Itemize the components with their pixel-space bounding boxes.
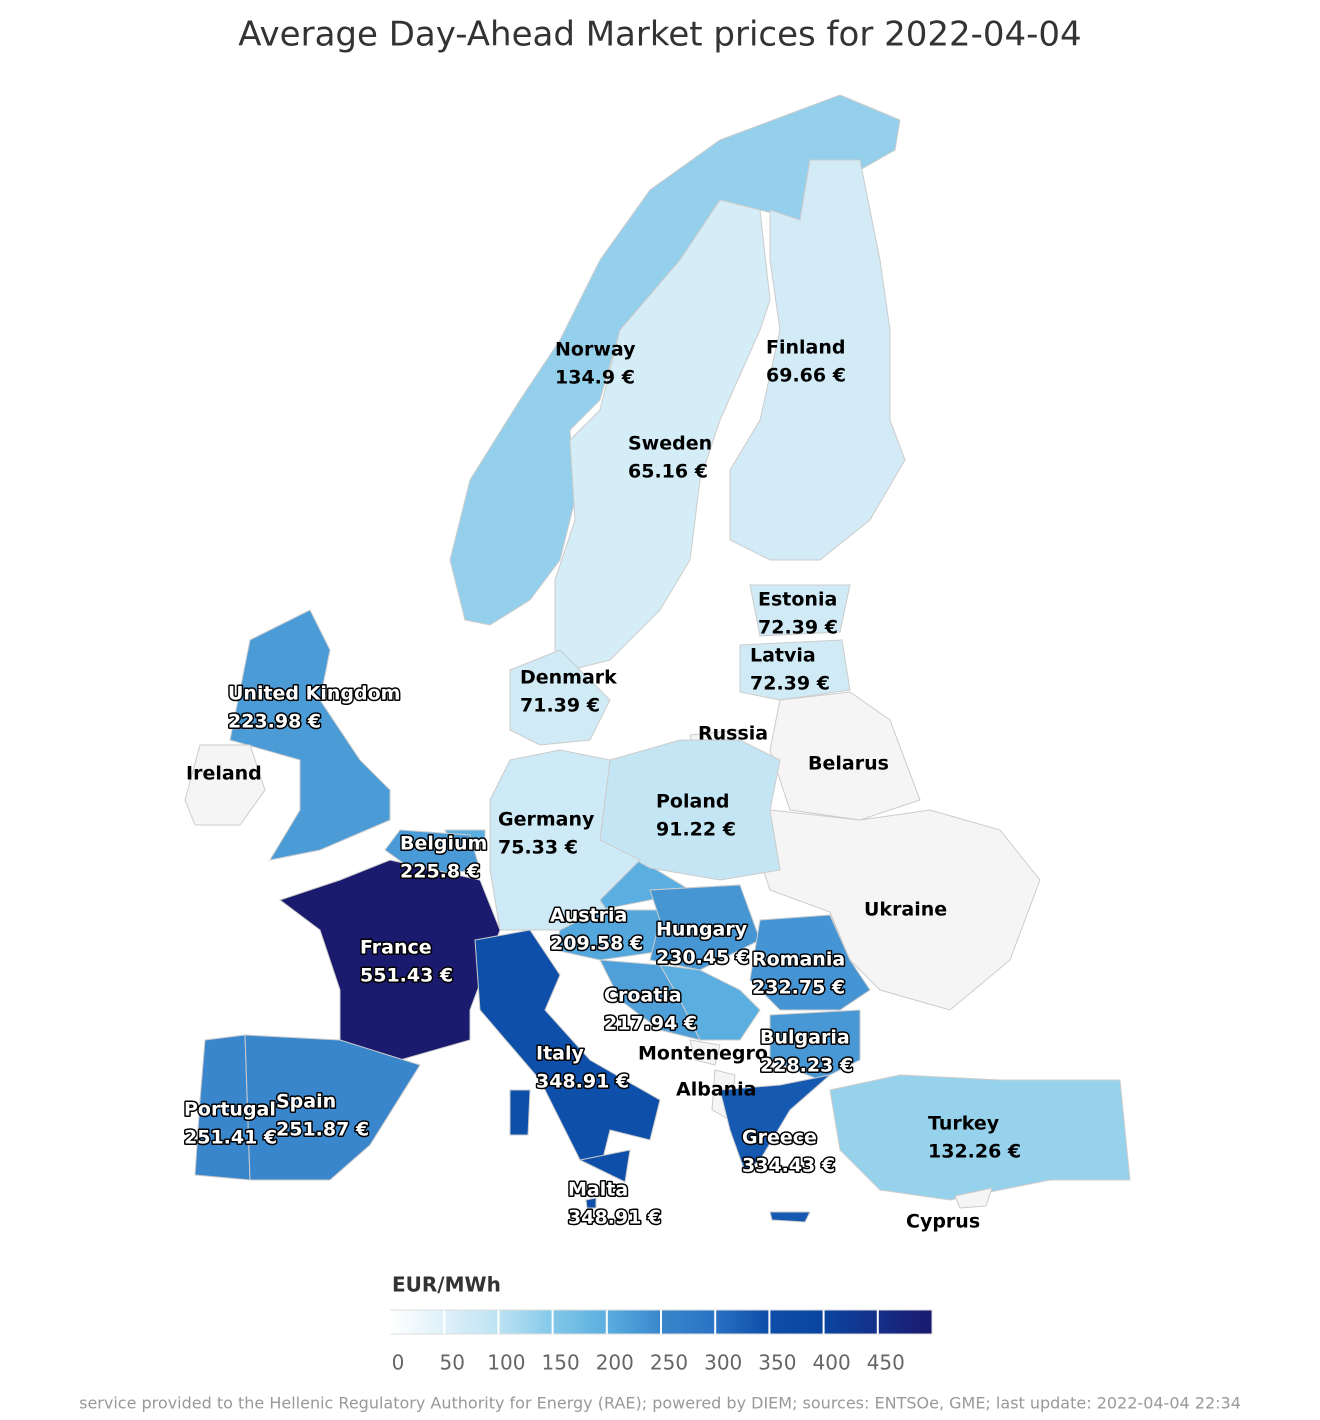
price-label: 228.23 € [760, 1055, 853, 1077]
country-shape [554, 199, 771, 671]
price-label: 91.22 € [656, 819, 736, 841]
country-shape [759, 809, 1041, 1011]
country-name: Spain [276, 1091, 336, 1113]
country-name: Romania [752, 949, 845, 971]
country-shape [769, 1211, 811, 1223]
country-name: Montenegro [638, 1043, 768, 1065]
colorbar-tick-label: 50 [439, 1351, 464, 1375]
country-shape [689, 1039, 721, 1066]
colorbar-tick-label: 400 [813, 1351, 851, 1375]
country-shape [954, 1187, 993, 1209]
country-name: France [360, 937, 432, 959]
country-name: Austria [550, 905, 627, 927]
country-shape [769, 1009, 861, 1081]
country-shape [719, 1074, 832, 1173]
country-shape [509, 1089, 531, 1136]
country-name: Hungary [656, 919, 748, 941]
country-name: Ukraine [864, 899, 947, 921]
country-shape [585, 1197, 597, 1209]
country-name: Turkey [928, 1113, 1000, 1135]
country-name: Bulgaria [760, 1027, 850, 1049]
price-label: 132.26 € [928, 1141, 1021, 1163]
price-label: 72.39 € [758, 617, 838, 639]
price-label: 72.39 € [750, 673, 830, 695]
country-shape [649, 884, 761, 971]
price-label: 223.98 € [228, 711, 321, 733]
price-label: 217.94 € [604, 1013, 697, 1035]
price-label: 251.41 € [184, 1127, 277, 1149]
country-name: Portugal [184, 1099, 276, 1121]
country-shape [829, 1074, 1131, 1201]
colorbar-tick-label: 300 [704, 1351, 742, 1375]
country-shape [599, 959, 701, 1041]
price-label: 75.33 € [498, 837, 578, 859]
country-name: Belgium [400, 833, 487, 855]
price-label: 65.16 € [628, 461, 708, 483]
price-label: 251.87 € [276, 1119, 369, 1141]
price-label: 551.43 € [360, 965, 453, 987]
country-shape [509, 649, 611, 746]
country-shape [739, 639, 851, 701]
country-shape [749, 914, 871, 1011]
country-name: Belarus [808, 753, 889, 775]
price-label: 232.75 € [752, 977, 845, 999]
footer: service provided to the Hellenic Regulat… [79, 1394, 1241, 1413]
price-label: 230.45 € [656, 947, 749, 969]
price-label: 348.91 € [536, 1071, 629, 1093]
country-name: Norway [555, 339, 636, 361]
country-name: Ireland [186, 763, 262, 785]
price-label: 225.8 € [400, 861, 480, 883]
country-name: Estonia [758, 589, 837, 611]
colorbar-tick-label: 200 [596, 1351, 634, 1375]
country-shape [749, 584, 851, 637]
country-shape [278, 859, 501, 1061]
price-label: 69.66 € [766, 365, 846, 387]
colorbar-tick-label: 100 [487, 1351, 525, 1375]
country-name: United Kingdom [228, 683, 400, 705]
country-name: Russia [698, 723, 768, 745]
price-label: 71.39 € [520, 695, 600, 717]
country-shape [578, 1149, 631, 1183]
country-name: Malta [568, 1179, 628, 1201]
chart-title: Average Day-Ahead Market prices for 2022… [238, 15, 1081, 55]
country-shape [194, 1034, 251, 1181]
country-shape [229, 609, 391, 861]
country-name: Croatia [604, 985, 682, 1007]
colorbar-tick-label: 150 [542, 1351, 580, 1375]
country-name: Latvia [750, 645, 816, 667]
colorbar-tick-label: 450 [867, 1351, 905, 1375]
colorbar-tick-label: 0 [392, 1351, 405, 1375]
country-name: Albania [676, 1079, 757, 1101]
colorbar-title: EUR/MWh [392, 1273, 501, 1297]
price-label: 334.43 € [742, 1155, 835, 1177]
country-name: Denmark [520, 667, 617, 689]
country-shape [729, 159, 906, 561]
price-label: 134.9 € [555, 367, 635, 389]
price-label: 348.91 € [568, 1207, 661, 1229]
country-name: Italy [536, 1043, 584, 1065]
price-label: 209.58 € [550, 933, 643, 955]
country-name: Sweden [628, 433, 712, 455]
country-name: Cyprus [906, 1211, 980, 1233]
colorbar-tick-label: 350 [758, 1351, 796, 1375]
country-name: Poland [656, 791, 729, 813]
country-name: Greece [742, 1127, 817, 1149]
country-name: Finland [766, 337, 845, 359]
country-shape [184, 744, 266, 826]
country-name: Germany [498, 809, 595, 831]
colorbar-tick-label: 250 [650, 1351, 688, 1375]
country-shape [244, 1034, 421, 1181]
country-shape [474, 929, 661, 1171]
